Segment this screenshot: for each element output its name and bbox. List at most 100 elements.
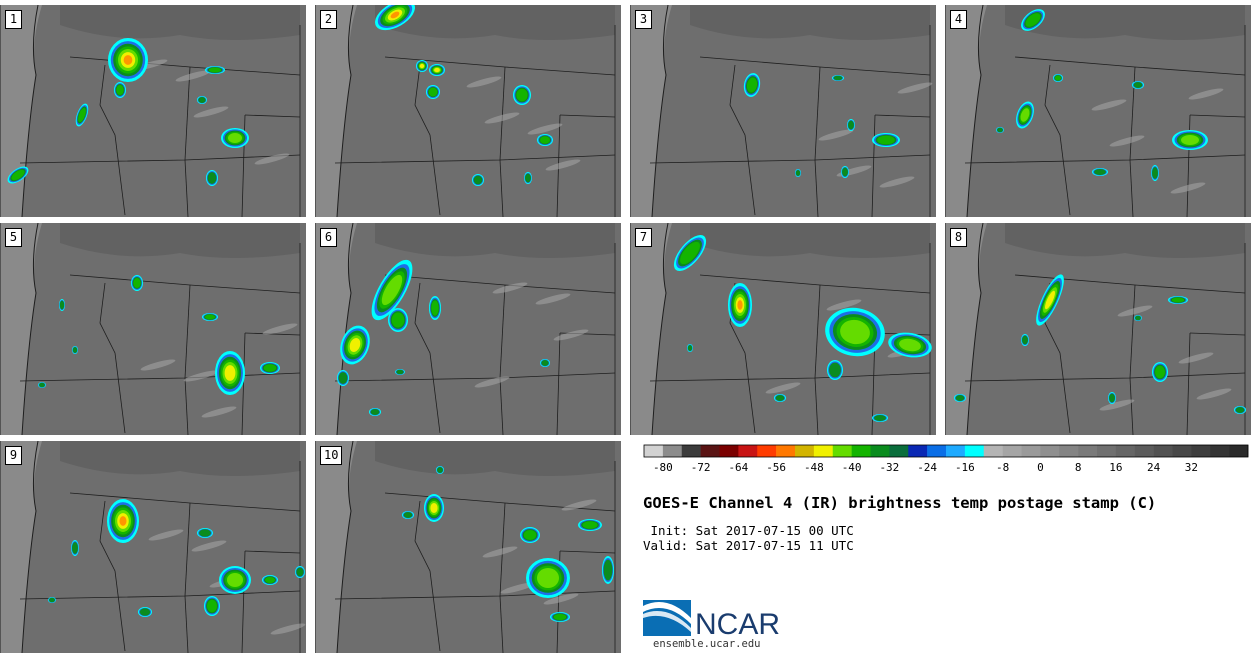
cloud-wisp: [1196, 388, 1232, 400]
cloud-ring: [680, 241, 700, 265]
terrain-bg: [630, 5, 936, 217]
cloud-blob: [204, 596, 220, 616]
cloud-blob: [206, 170, 218, 186]
stamp-panel: 9: [0, 441, 306, 653]
colorbar-swatch: [1134, 445, 1154, 457]
stamp-label: 10: [320, 446, 343, 465]
state-border: [1129, 377, 1134, 435]
state-border: [874, 114, 931, 118]
state-border: [1129, 284, 1136, 379]
cloud-ring: [59, 300, 65, 310]
colorbar-swatch: [908, 445, 928, 457]
cloud-blob: [388, 308, 408, 332]
cloud-ring: [396, 369, 404, 375]
colorbar-swatch: [644, 445, 664, 457]
state-border: [244, 332, 301, 336]
state-border: [184, 159, 189, 217]
cloud-ring: [1135, 315, 1141, 321]
cloud-blob: [774, 394, 786, 402]
ocean-area: [630, 223, 672, 435]
cloud-blob: [205, 66, 225, 74]
cloud-wisp: [535, 293, 571, 305]
cloud-wisp: [140, 359, 176, 371]
logo-text: NCAR: [695, 608, 780, 638]
cloud-ring: [874, 415, 886, 421]
state-border: [244, 114, 301, 118]
cloud-ring: [1022, 335, 1028, 345]
ocean-area: [0, 223, 42, 435]
cloud-ring: [72, 347, 78, 353]
cloud-blob: [416, 60, 428, 72]
colorbar-swatch: [964, 445, 985, 457]
terrain-shade: [1005, 5, 1245, 40]
cloud-wisp: [1091, 99, 1127, 111]
cloud-blob: [1016, 101, 1034, 129]
cloud-wisp: [474, 376, 510, 388]
cloud-blob: [550, 612, 570, 622]
coastline: [945, 223, 984, 435]
cloud-wisp: [484, 112, 520, 124]
terrain-bg: [945, 5, 1251, 217]
cloud-blob: [1108, 392, 1116, 404]
cloud-ring: [537, 568, 559, 588]
cloud-wisp: [545, 159, 581, 171]
cloud-ring: [848, 120, 854, 130]
cloud-ring: [737, 300, 743, 310]
coastline: [315, 441, 354, 653]
cloud-blob: [295, 566, 305, 578]
cloud-blob: [221, 128, 249, 148]
state-border: [559, 550, 616, 554]
state-border: [99, 282, 126, 434]
colorbar-tick-label: -24: [917, 461, 937, 474]
cloud-ring: [116, 85, 124, 95]
cloud-ring: [39, 382, 45, 388]
state-border: [499, 377, 504, 435]
cloud-ring: [603, 559, 613, 581]
stamp-label: 9: [5, 446, 22, 465]
stamp-panel: 7: [630, 223, 936, 435]
logo-wave: [643, 611, 691, 632]
colorbar-swatch: [1229, 445, 1249, 457]
ocean-area: [315, 223, 357, 435]
terrain-bg: [315, 441, 621, 653]
colorbar-swatch: [776, 445, 796, 457]
cloud-ring: [205, 314, 215, 320]
cloud-ring: [139, 608, 151, 616]
colorbar-tick-label: 0: [1037, 461, 1044, 474]
cloud-ring: [899, 338, 921, 352]
colorbar-swatch: [1210, 445, 1230, 457]
state-border: [729, 64, 756, 216]
cloud-blob: [48, 597, 56, 603]
cloud-blob: [72, 346, 78, 354]
terrain-bg: [0, 5, 306, 217]
cloud-blob: [402, 511, 414, 519]
ocean-area: [315, 441, 357, 653]
colorbar-tick-label: -48: [804, 461, 824, 474]
cloud-blob: [825, 307, 885, 357]
cloud-ring: [224, 365, 236, 381]
cloud-wisp: [897, 82, 933, 94]
cloud-blob: [954, 394, 966, 402]
cloud-wisp: [1170, 182, 1206, 194]
cloud-blob: [426, 85, 440, 99]
cloud-blob: [1234, 406, 1246, 414]
colorbar-tick-label: -16: [955, 461, 975, 474]
terrain-shade: [375, 5, 615, 40]
cloud-wisp: [201, 406, 237, 418]
ocean-area: [0, 441, 42, 653]
state-border: [1129, 159, 1134, 217]
cloud-ring: [207, 172, 217, 184]
stamp-map: [315, 5, 621, 217]
cloud-ring: [1045, 290, 1055, 310]
cloud-blob: [395, 369, 405, 375]
stamp-map: [0, 223, 306, 435]
cloud-blob: [1132, 81, 1144, 89]
cloud-ring: [430, 502, 438, 514]
site-url: ensemble.ucar.edu: [653, 638, 761, 650]
cloud-ring: [72, 542, 78, 554]
cloud-blob: [1092, 168, 1108, 176]
cloud-blob: [369, 408, 381, 416]
terrain-shade: [60, 441, 300, 476]
colorbar-swatch: [1059, 445, 1079, 457]
cloud-ring: [746, 77, 758, 93]
